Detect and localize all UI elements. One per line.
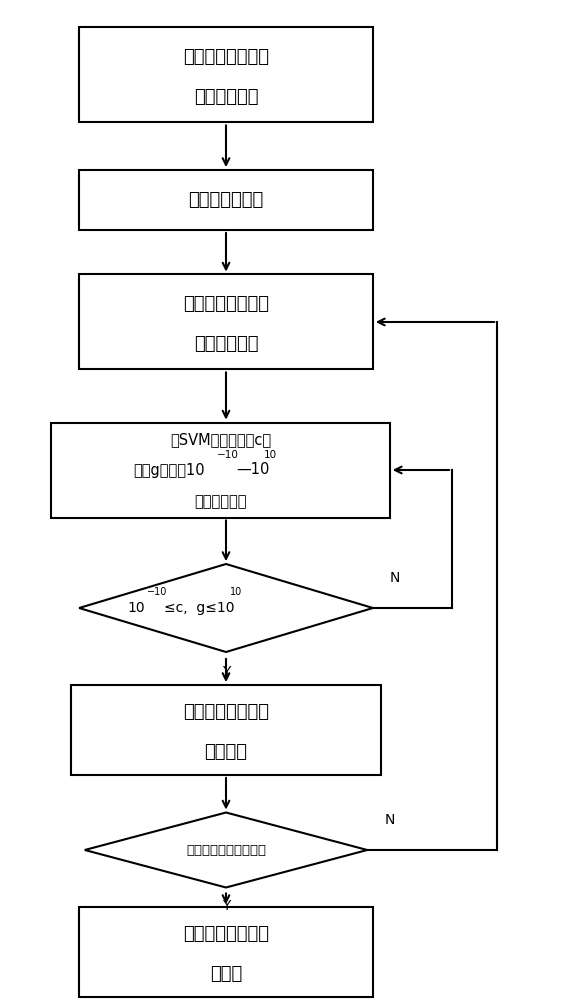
Text: Y: Y bbox=[222, 665, 230, 679]
Text: 集与预测集合: 集与预测集合 bbox=[194, 88, 258, 106]
Text: 进行预测: 进行预测 bbox=[205, 743, 247, 761]
Bar bbox=[71, 685, 381, 775]
Text: N: N bbox=[390, 571, 400, 585]
Text: 阈值g分别在10: 阈值g分别在10 bbox=[133, 462, 205, 478]
Text: 均方根误差小于设定值: 均方根误差小于设定值 bbox=[186, 844, 266, 856]
Text: −10: −10 bbox=[216, 450, 238, 460]
Text: 数据进行映射: 数据进行映射 bbox=[194, 335, 258, 353]
Text: 出结论: 出结论 bbox=[210, 965, 242, 983]
Text: 绘制误差曲线，得: 绘制误差曲线，得 bbox=[183, 925, 269, 943]
Polygon shape bbox=[79, 564, 373, 652]
Text: —10: —10 bbox=[237, 462, 270, 478]
Text: N: N bbox=[384, 813, 394, 827]
Bar bbox=[79, 27, 373, 122]
Text: 将数据代入模型，: 将数据代入模型， bbox=[183, 703, 269, 721]
Text: ≤c,  g≤10: ≤c, g≤10 bbox=[164, 601, 235, 615]
Text: 实验数据选定训练: 实验数据选定训练 bbox=[183, 48, 269, 66]
Text: 范围进行寻优: 范围进行寻优 bbox=[194, 494, 246, 510]
Bar bbox=[79, 170, 373, 230]
Text: Y: Y bbox=[222, 898, 230, 912]
Text: 10: 10 bbox=[230, 587, 242, 597]
Text: 对SVM中惩罚因子c和: 对SVM中惩罚因子c和 bbox=[170, 432, 271, 448]
Text: 10: 10 bbox=[127, 601, 145, 615]
Text: 10: 10 bbox=[264, 450, 277, 460]
Bar bbox=[51, 422, 390, 518]
Text: 数据归一化处理: 数据归一化处理 bbox=[188, 191, 264, 209]
Text: −10: −10 bbox=[147, 587, 168, 597]
Polygon shape bbox=[85, 812, 367, 888]
Text: 利用核函数对实验: 利用核函数对实验 bbox=[183, 295, 269, 313]
Bar bbox=[79, 907, 373, 997]
Bar bbox=[79, 274, 373, 369]
